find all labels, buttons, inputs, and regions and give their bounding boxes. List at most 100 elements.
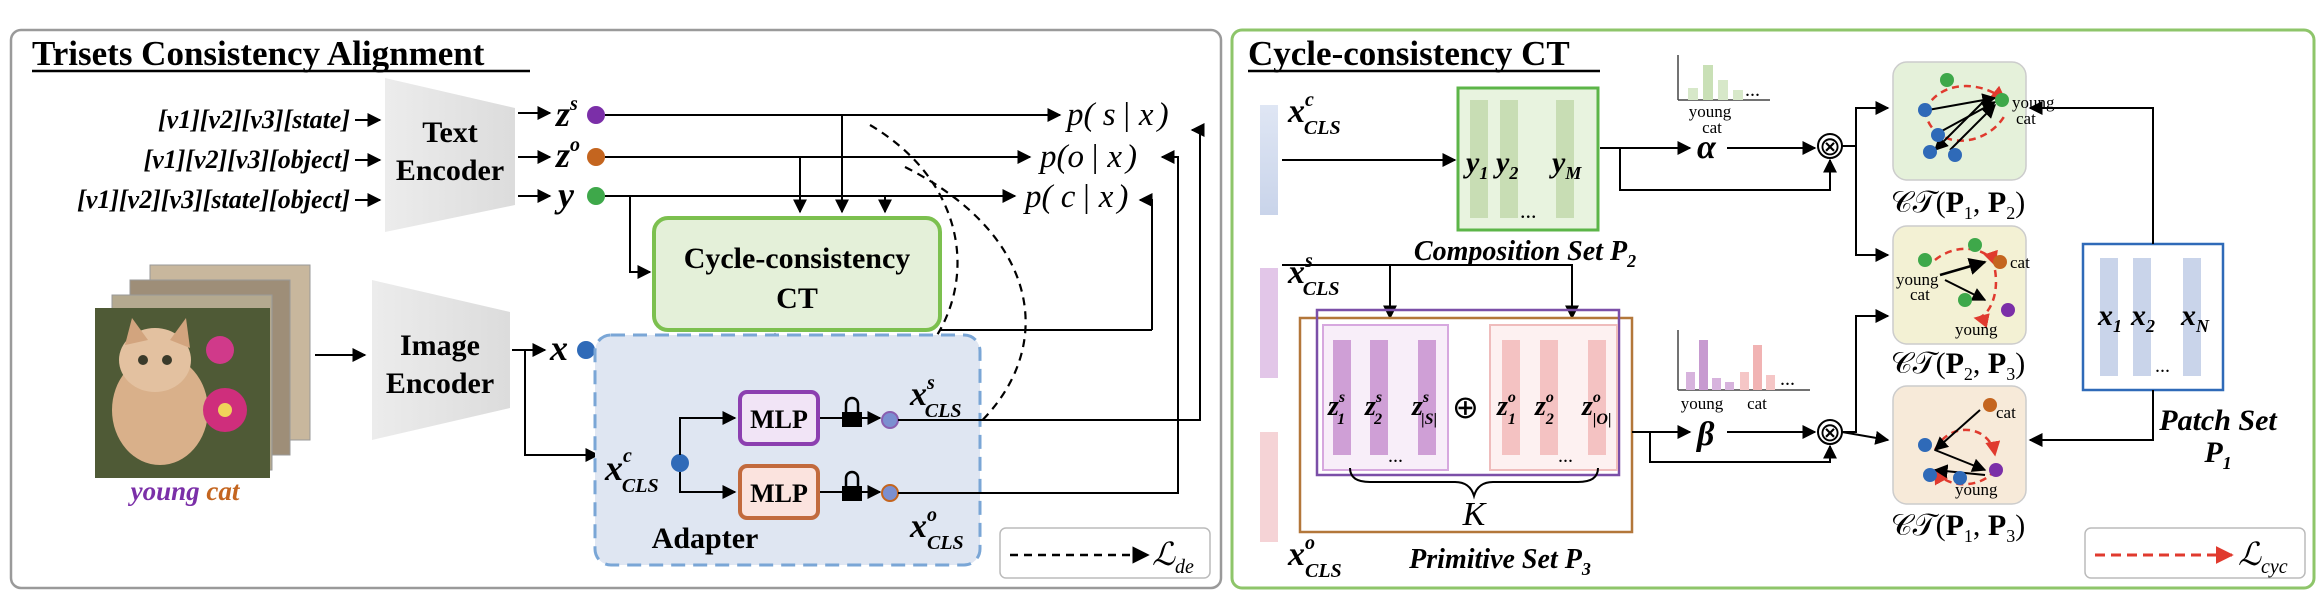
xcls-dot [671,454,689,472]
xcls-o-label: xo CLS [909,504,964,554]
comp-yM: yM [1549,146,1582,183]
ct3-node-blue [1953,471,1967,485]
xcls-s-label: xs CLS [909,372,961,422]
ct3-label-cat: cat [1996,403,2016,422]
otimes-1-label: ⊗ [1819,132,1841,161]
image-caption: young cat [128,476,241,506]
arrow-otimes2-ct3 [1841,430,1890,445]
arrow-ie-xcls [524,350,600,462]
xcls-label: xc CLS [604,445,659,497]
prompt-state: [v1][v2][v3][state] [158,105,350,134]
ct2-node-green [1918,253,1932,267]
ct-box-label-2: CT [776,282,818,315]
otimes-2-label: ⊗ [1819,418,1841,447]
ct3-node-blue [1918,438,1932,452]
ct2-label-young: young [1896,270,1939,289]
hist2-bar [1686,372,1695,390]
rp-xcls-s-label: xs CLS [1287,250,1339,300]
ct1-node-blue [1923,145,1937,159]
ct2-node-purple [2001,303,2015,317]
arrow-patch-ct3 [2028,390,2154,447]
left-panel-title: Trisets Consistency Alignment [32,34,485,73]
arrow-xcls-o-po [898,150,1179,494]
zs-bar-S [1418,340,1436,455]
hist1-label-young: young [1689,102,1732,121]
ct2-node-green [1968,238,1982,252]
arrow-otimes1-ct1 [1842,101,1890,147]
ct-label-3: 𝒞𝒯(P1, P3) [1891,509,2026,546]
zo-bar-2 [1540,340,1558,455]
ct-label-1: 𝒞𝒯(P1, P2) [1891,186,2026,223]
hist1-bar [1718,80,1728,100]
prompt-composition: [v1][v2][v3][state][object] [77,185,350,214]
hist2-bar [1699,340,1708,390]
zo-label: zo [554,134,580,175]
right-panel-border [1230,28,2316,590]
hist1-bar [1688,88,1698,100]
ct1-node-blue [1918,103,1932,117]
legend-cyc-label: ℒcyc [2238,536,2288,578]
zs-bar-1 [1333,340,1351,455]
prim-z1o: zo 1 [1496,389,1516,428]
arrow-otimes2-ct2 [1842,309,1890,433]
y-dot [587,187,605,205]
lock-icon [842,470,862,501]
prompt-object: [v1][v2][v3][object] [144,145,350,174]
rp-xcls-o-label: xo CLS [1287,532,1342,582]
hist1-label-cat: cat [1702,118,1722,137]
xcls-s-bar [1260,268,1278,378]
comp-dots: ... [1520,198,1537,223]
mlp1-box [738,390,820,446]
hist2-bar [1753,345,1762,390]
arrow-otimes1-ct2 [1855,146,1890,262]
output-ps: p( s | x) [1065,97,1169,133]
xcls-o-dot [881,484,899,502]
ct3-node-orange [1983,398,1997,412]
xcls-o-bar [1260,432,1278,542]
text-encoder-shape [385,78,515,232]
image-encoder-label-2: Encoder [386,367,494,400]
ct-graph-3: cat young [1892,385,2027,505]
primitive-caption: Primitive Set P3 [1408,544,1591,579]
image-encoder-shape [372,280,510,440]
right-panel: Cycle-consistency CT xc CLS xs CLS xo CLS y… [1230,28,2316,590]
patch-x2: x2 [2130,299,2155,336]
ct-box-label-1: Cycle-consistency [684,242,911,275]
arrow-y-ct-left [629,196,652,279]
zo-dot [587,148,605,166]
hist2-bar [1712,378,1721,390]
alpha-symbol: α [1697,129,1717,166]
comp-y2: y2 [1493,146,1518,183]
arrow-xcls-mlp1 [679,411,737,455]
prim-z2s: zs 2 [1364,389,1382,428]
arrow-patch-ct1 [2028,101,2154,244]
arrow-o-prim [1282,264,1579,320]
rp-xcls-c-label: xc CLS [1287,89,1341,139]
xcls-s-dot [881,411,899,429]
prim-zOo: zo |O| [1581,389,1612,428]
comp-bar-1 [1470,100,1488,218]
ct1-node-blue [1931,128,1945,142]
output-pc: p( c | x) [1023,179,1128,215]
legend-de [999,527,1211,579]
histogram-1: ... young cat [1677,55,1770,137]
left-panel: Trisets Consistency Alignment [v1][v2][v… [9,28,1223,590]
comp-y1: y1 [1463,146,1488,183]
primitive-state-box [1315,308,1621,477]
beta-symbol: β [1695,416,1715,453]
legend-de-label: ℒde [1152,536,1194,578]
adapter-label: Adapter [652,522,759,555]
ct1-node-green [1995,93,2009,107]
mlp2-label: MLP [750,479,808,508]
arrow-comp-otimes1 [1619,148,1837,191]
ct1-node-blue [1948,148,1962,162]
ct2-label-cat: cat [1910,285,1930,304]
hist1-bar [1703,65,1713,100]
composition-caption: Composition Set P2 [1414,236,1636,271]
image-encoder-label-1: Image [400,329,480,362]
arrow-xcls-s-ps [898,123,1205,421]
prim-oplus: ⊕ [1452,389,1479,425]
ct-label-2: 𝒞𝒯(P2, P3) [1891,347,2026,384]
arrow-xcls-mlp2 [679,472,737,499]
